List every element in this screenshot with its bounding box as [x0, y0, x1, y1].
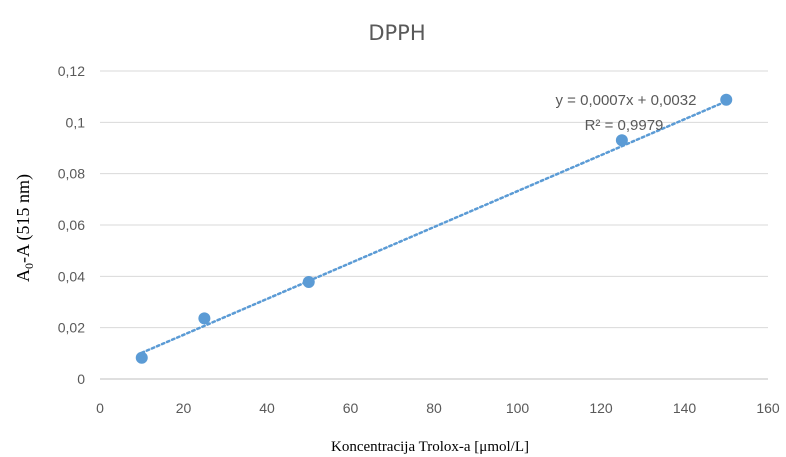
- r-squared-label: R² = 0,9979: [585, 117, 664, 134]
- x-axis-label: Koncentracija Trolox-a [μmol/L]: [331, 439, 529, 455]
- data-points: [135, 93, 733, 364]
- y-tick-label: 0,08: [58, 166, 85, 182]
- x-tick-label: 100: [506, 400, 530, 416]
- y-axis-label-main: A: [13, 269, 33, 282]
- data-point: [720, 93, 733, 106]
- x-tick-label: 60: [343, 400, 359, 416]
- x-tick-label: 160: [756, 400, 780, 416]
- y-tick-label: 0,1: [66, 114, 86, 130]
- x-axis-tick-labels: 0 20 40 60 80 100 120 140 160: [96, 400, 780, 416]
- x-tick-label: 20: [176, 400, 192, 416]
- trendline: [140, 100, 728, 355]
- y-tick-label: 0,12: [58, 63, 85, 79]
- x-tick-label: 120: [589, 400, 613, 416]
- y-tick-label: 0,02: [58, 320, 85, 336]
- data-point: [135, 351, 148, 364]
- data-point: [615, 134, 628, 147]
- x-tick-label: 0: [96, 400, 104, 416]
- y-axis-label: A0-A (515 nm): [13, 174, 36, 282]
- y-axis-tick-labels: 0 0,02 0,04 0,06 0,08 0,1 0,12: [58, 63, 85, 387]
- gridlines: [100, 70, 768, 380]
- x-tick-label: 140: [673, 400, 697, 416]
- y-tick-label: 0: [77, 371, 85, 387]
- y-tick-label: 0,06: [58, 217, 85, 233]
- y-axis-label-subscript: 0: [22, 263, 36, 269]
- trendline-line: [140, 100, 728, 355]
- chart-title: DPPH: [368, 21, 425, 45]
- data-point: [198, 312, 211, 325]
- x-tick-label: 80: [426, 400, 442, 416]
- x-tick-label: 40: [259, 400, 275, 416]
- trendline-equation: y = 0,0007x + 0,0032: [556, 92, 697, 109]
- y-axis-label-rest: -A (515 nm): [13, 174, 34, 263]
- data-point: [302, 275, 315, 288]
- y-tick-label: 0,04: [58, 268, 85, 284]
